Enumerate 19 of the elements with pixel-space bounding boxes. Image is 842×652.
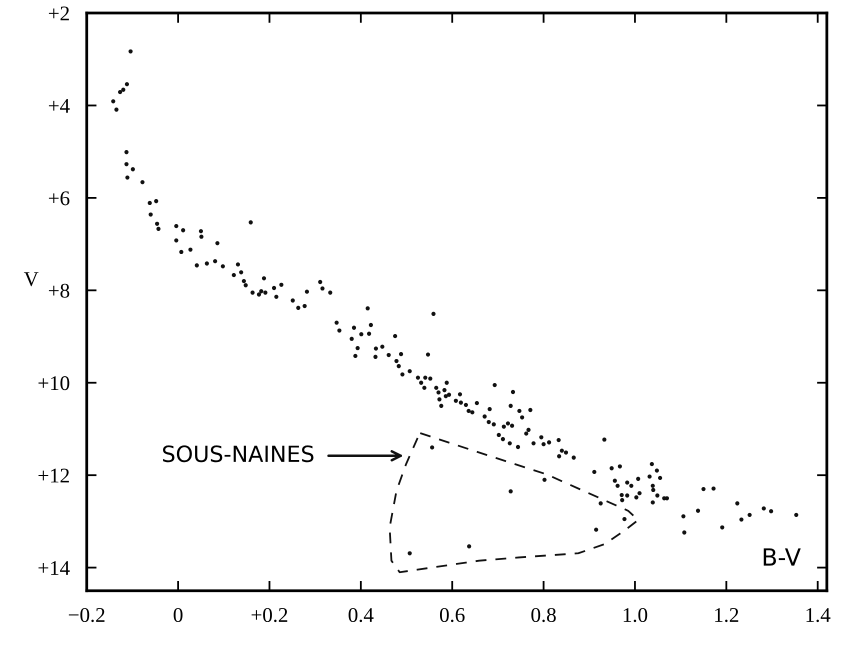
x-axis-title: B-V xyxy=(764,548,801,566)
x-tick-label: +0.2 xyxy=(252,608,288,622)
y-tick-label: +14 xyxy=(38,561,70,575)
x-tick-label: 1.4 xyxy=(806,608,830,622)
x-tick-label: 0.4 xyxy=(348,608,374,622)
x-tick-label: 1.2 xyxy=(715,608,738,622)
y-tick-label: +6 xyxy=(48,191,70,206)
y-tick-label: +2 xyxy=(48,6,69,20)
x-tick-label: 0 xyxy=(174,608,183,622)
y-tick-label: +8 xyxy=(48,284,70,298)
x-tick-label: −0.2 xyxy=(68,608,104,622)
y-axis-title: V xyxy=(24,272,39,286)
y-tick-label: +12 xyxy=(38,468,69,482)
x-tick-label: 1.0 xyxy=(624,608,648,622)
x-tick-label: 0.8 xyxy=(531,608,556,622)
annotation: SOUS-NAINES xyxy=(163,445,314,462)
x-tick-label: 0.6 xyxy=(440,608,465,622)
y-tick-label: +10 xyxy=(38,376,70,390)
y-tick-label: +4 xyxy=(48,98,70,113)
